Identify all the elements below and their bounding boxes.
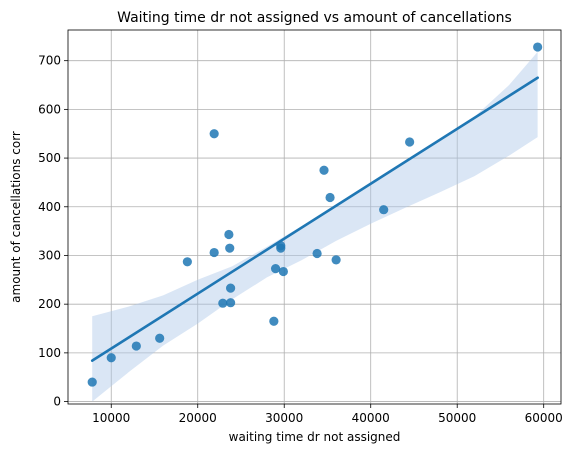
confidence-band-group — [92, 51, 538, 402]
data-point — [155, 333, 165, 343]
y-tick-label: 300 — [38, 248, 61, 262]
axis-ticks: 10000 20000 30000 40000 50000 60000 0 100 200 300… — [38, 54, 563, 425]
x-tick-label: 50000 — [438, 411, 476, 425]
data-point — [182, 257, 192, 267]
y-axis-label: amount of cancellations corr — [9, 131, 23, 303]
data-point — [312, 248, 322, 259]
data-point — [209, 247, 219, 258]
y-tick-label: 500 — [38, 151, 61, 165]
plot-frame — [67, 29, 562, 405]
data-point — [226, 283, 236, 293]
data-point — [405, 137, 415, 147]
y-tick-label: 700 — [38, 54, 61, 68]
data-point — [131, 341, 141, 351]
data-point — [379, 205, 389, 215]
data-point — [270, 264, 281, 274]
x-tick-label: 20000 — [179, 411, 217, 425]
x-tick-label: 10000 — [92, 411, 130, 425]
data-point — [87, 377, 97, 387]
data-point — [276, 243, 286, 253]
data-point — [224, 229, 234, 240]
x-tick-label: 40000 — [352, 411, 390, 425]
regression-line-group — [90, 76, 539, 362]
y-tick-label: 100 — [38, 346, 61, 360]
y-tick-label: 600 — [38, 102, 61, 116]
chart-title: Waiting time dr not assigned vs amount o… — [117, 10, 512, 26]
data-point — [278, 266, 288, 277]
data-point — [106, 353, 116, 363]
grid-lines — [68, 30, 561, 404]
data-point — [325, 192, 335, 203]
confidence-band — [92, 51, 538, 402]
data-point — [226, 298, 236, 308]
data-point — [319, 165, 329, 175]
data-point — [209, 129, 219, 139]
regression-line — [90, 76, 539, 362]
y-tick-label: 0 — [53, 395, 61, 409]
y-tick-label: 200 — [38, 297, 61, 311]
data-point — [225, 243, 235, 253]
y-tick-label: 400 — [38, 200, 61, 214]
x-tick-label: 60000 — [525, 411, 563, 425]
data-point — [331, 255, 341, 265]
x-axis-label: waiting time dr not assigned — [229, 430, 401, 444]
data-point — [533, 42, 543, 52]
data-point — [218, 298, 228, 308]
data-point — [269, 316, 279, 326]
x-tick-label: 30000 — [265, 411, 303, 425]
